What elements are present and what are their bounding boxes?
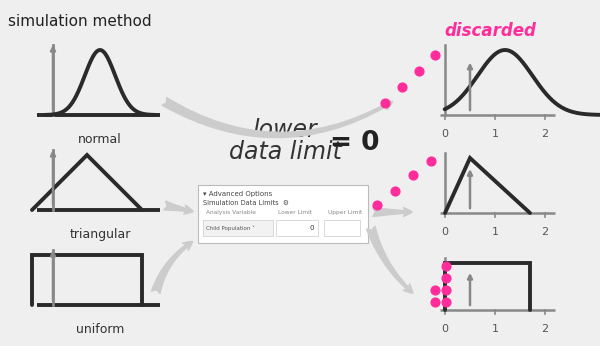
Text: 1: 1: [491, 324, 499, 334]
Text: 1: 1: [491, 227, 499, 237]
Text: discarded: discarded: [444, 22, 536, 40]
Point: [390, 188, 400, 194]
FancyBboxPatch shape: [276, 220, 318, 236]
Text: data limit: data limit: [229, 140, 341, 164]
Text: 0: 0: [442, 324, 449, 334]
Point: [441, 275, 451, 281]
Text: Upper Limit: Upper Limit: [328, 210, 362, 215]
Point: [441, 287, 451, 293]
Point: [380, 100, 390, 106]
Point: [441, 299, 451, 305]
Point: [397, 84, 407, 90]
Text: 0: 0: [442, 129, 449, 139]
Point: [372, 202, 382, 208]
Text: Analysis Variable: Analysis Variable: [206, 210, 256, 215]
Point: [430, 287, 440, 293]
Text: normal: normal: [78, 133, 122, 146]
Text: 2: 2: [541, 324, 548, 334]
Text: 1: 1: [491, 129, 499, 139]
Text: Child Population ˅: Child Population ˅: [206, 225, 255, 231]
Text: uniform: uniform: [76, 323, 124, 336]
Text: lower: lower: [253, 118, 317, 142]
Text: Lower Limit: Lower Limit: [278, 210, 312, 215]
Text: 0: 0: [442, 227, 449, 237]
Text: 0: 0: [310, 225, 314, 231]
Text: = 0: = 0: [330, 130, 380, 156]
Point: [430, 52, 440, 58]
Point: [414, 68, 424, 74]
Text: ▾ Advanced Options: ▾ Advanced Options: [203, 191, 272, 197]
FancyBboxPatch shape: [324, 220, 360, 236]
Text: simulation method: simulation method: [8, 14, 152, 29]
Point: [430, 299, 440, 305]
Point: [441, 263, 451, 269]
Point: [426, 158, 436, 164]
Point: [408, 172, 418, 178]
Text: triangular: triangular: [70, 228, 131, 241]
Text: Simulation Data Limits  ⚙: Simulation Data Limits ⚙: [203, 200, 289, 206]
FancyBboxPatch shape: [198, 185, 368, 243]
Text: 2: 2: [541, 227, 548, 237]
Text: 2: 2: [541, 129, 548, 139]
FancyBboxPatch shape: [203, 220, 273, 236]
